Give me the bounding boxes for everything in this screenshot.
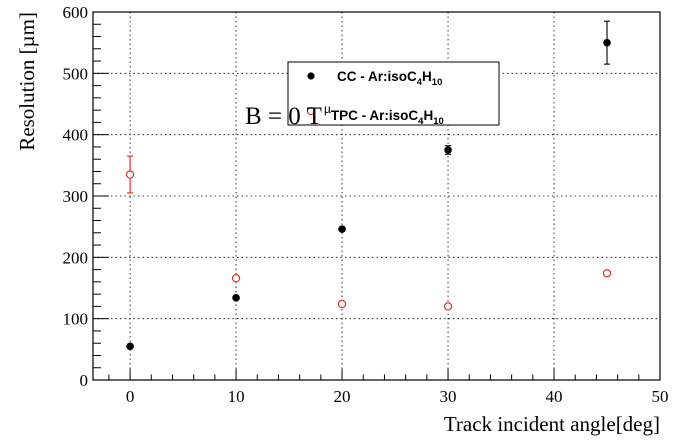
legend-label-utpc: µTPC - Ar:isoC4H10: [324, 102, 444, 127]
magnetic-field-annotation: B = 0 T: [245, 103, 322, 130]
legend: CC - Ar:isoC4H10 µTPC - Ar:isoC4H10: [287, 61, 500, 127]
x-axis-title: Track incident angle[deg]: [444, 412, 660, 436]
axis-ticks: [93, 11, 661, 381]
legend-marker-cc: [307, 72, 315, 80]
y-tick-label: 100: [63, 310, 89, 329]
data-point: [232, 294, 240, 302]
legend-box: [287, 61, 500, 126]
legend-label-cc: CC - Ar:isoC4H10: [337, 69, 442, 88]
y-tick-label: 400: [63, 126, 89, 145]
data-series: [125, 20, 612, 351]
x-tick-label: 50: [652, 387, 669, 406]
x-tick-label: 20: [334, 387, 351, 406]
y-tick-label: 500: [63, 64, 89, 83]
data-point: [602, 269, 612, 278]
data-point: [126, 342, 134, 351]
legend-marker-utpc: [306, 106, 316, 116]
series-utpc: [125, 155, 612, 311]
y-tick-label: 300: [63, 187, 89, 206]
y-tick-label: 0: [80, 371, 89, 390]
data-point: [443, 302, 453, 311]
data-point: [444, 146, 452, 154]
y-axis-title: Resolution [µm]: [15, 12, 39, 151]
x-tick-label: 40: [546, 387, 563, 406]
y-tick-label: 200: [63, 248, 89, 267]
x-tick-label: 10: [228, 387, 245, 406]
data-point: [603, 38, 611, 47]
x-tick-label: 0: [126, 387, 135, 406]
x-tick-label: 30: [440, 387, 457, 406]
data-point: [338, 225, 346, 233]
data-point: [231, 274, 241, 283]
data-point: [125, 170, 135, 179]
data-point: [337, 299, 347, 309]
y-tick-label: 600: [63, 3, 89, 22]
series-cc: [126, 20, 611, 351]
